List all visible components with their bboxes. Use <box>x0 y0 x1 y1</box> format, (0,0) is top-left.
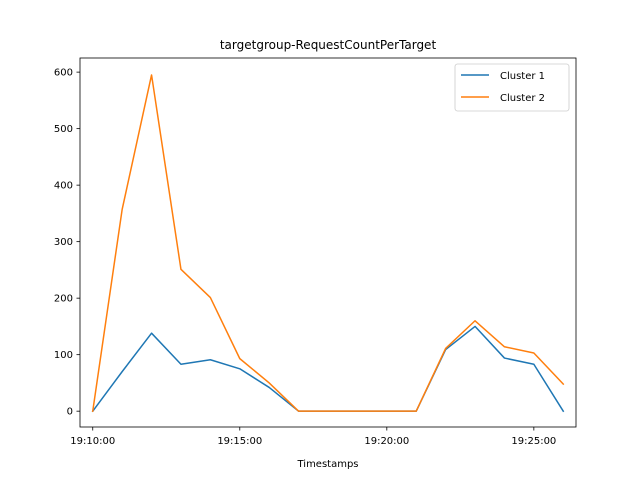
y-tick-label: 600 <box>54 68 73 79</box>
legend-label-2: Cluster 2 <box>500 93 545 104</box>
plot-frame <box>79 57 577 428</box>
y-tick-label: 400 <box>54 181 73 192</box>
y-tick-label: 300 <box>54 237 73 248</box>
x-tick-label: 19:25:00 <box>511 436 556 447</box>
chart-title: targetgroup-RequestCountPerTarget <box>220 38 437 52</box>
y-tick-label: 200 <box>54 294 73 305</box>
legend-label-1: Cluster 1 <box>500 71 545 82</box>
x-tick-label: 19:15:00 <box>217 436 262 447</box>
x-tick-label: 19:20:00 <box>364 436 409 447</box>
x-axis-label: Timestamps <box>296 459 358 470</box>
plot-area <box>91 74 565 413</box>
y-tick-label: 100 <box>54 350 73 361</box>
x-tick-label: 19:10:00 <box>70 436 115 447</box>
y-tick-label: 0 <box>67 407 73 418</box>
legend: Cluster 1 Cluster 2 <box>454 63 570 112</box>
y-tick-label: 500 <box>54 124 73 135</box>
axis-ticks: 0 100 200 300 400 500 600 19:10:00 19:15:00 19:20… <box>54 68 556 447</box>
